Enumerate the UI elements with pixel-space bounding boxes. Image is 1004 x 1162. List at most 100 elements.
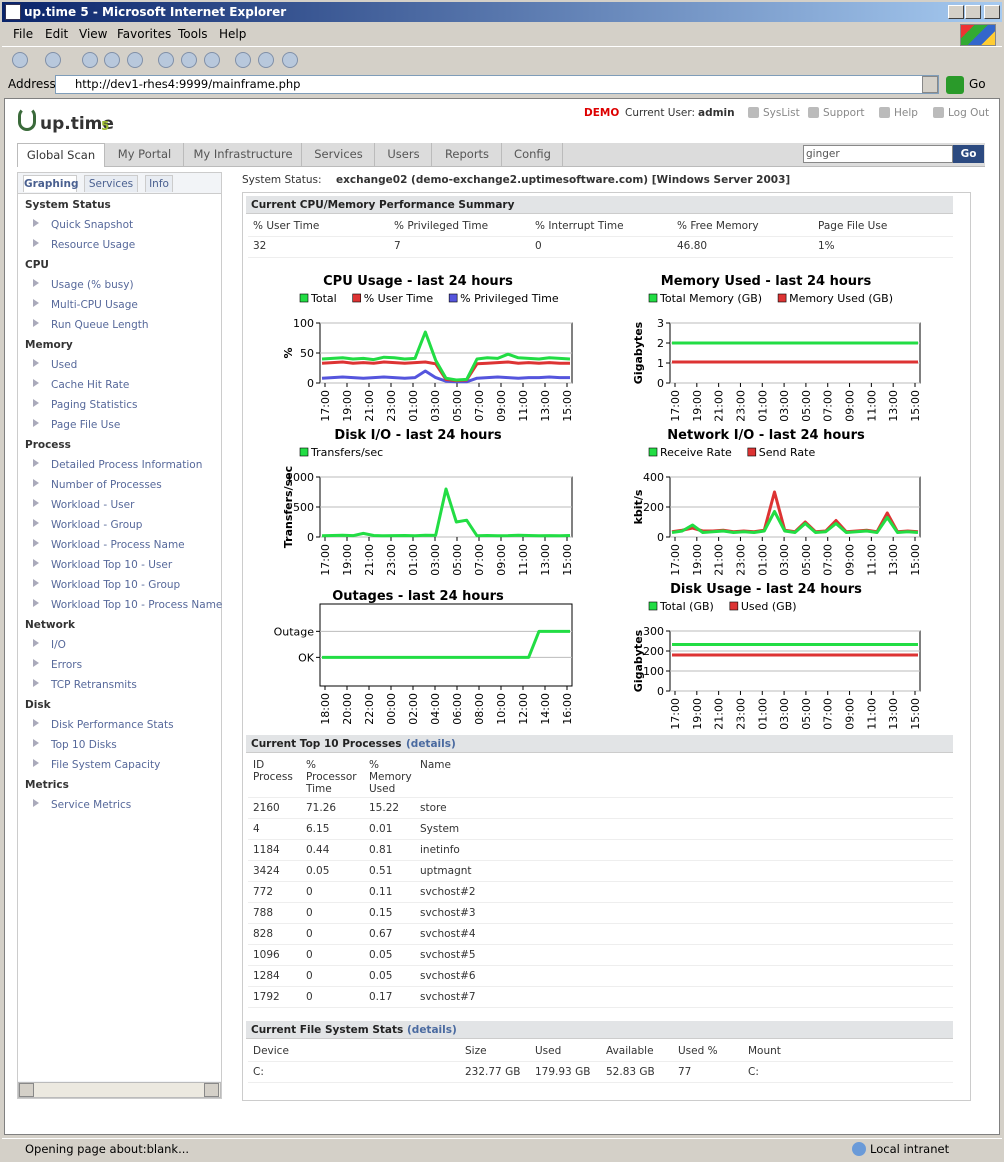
menu-arrow xyxy=(33,299,39,307)
sidebar-link[interactable]: Workload - Group xyxy=(51,519,143,531)
cell: 1284 xyxy=(253,970,280,982)
cell: 0 xyxy=(306,949,313,961)
sidebar-link[interactable]: Detailed Process Information xyxy=(51,459,203,471)
toolbar-button[interactable] xyxy=(258,52,274,68)
tab[interactable]: Global Scan xyxy=(17,143,105,167)
header-link[interactable]: Support xyxy=(823,107,865,119)
sidebar-link[interactable]: TCP Retransmits xyxy=(51,679,137,691)
menu-arrow xyxy=(33,479,39,487)
toolbar-button[interactable] xyxy=(104,52,120,68)
row-line xyxy=(248,797,953,798)
tab[interactable]: My Infrastructure xyxy=(185,143,302,167)
sidebar-link[interactable]: Run Queue Length xyxy=(51,319,149,331)
cell: 0.01 xyxy=(369,823,393,835)
row-line xyxy=(248,902,953,903)
cell: 77 xyxy=(678,1066,692,1078)
sidebar-link[interactable]: Page File Use xyxy=(51,419,121,431)
header-link[interactable]: Log Out xyxy=(948,107,990,119)
column-header: ID Process xyxy=(253,759,293,783)
logo-version: 5 xyxy=(101,119,110,133)
sidebar-link[interactable]: Cache Hit Rate xyxy=(51,379,130,391)
sidebar-link[interactable]: Service Metrics xyxy=(51,799,132,811)
sidebar-link[interactable]: Multi-CPU Usage xyxy=(51,299,138,311)
row-line xyxy=(248,1082,953,1083)
scroll-right[interactable] xyxy=(204,1083,219,1097)
sidebar-link[interactable]: Disk Performance Stats xyxy=(51,719,174,731)
sidebar-link[interactable]: Usage (% busy) xyxy=(51,279,134,291)
toolbar-button[interactable] xyxy=(12,52,28,68)
sidebar-link[interactable]: File System Capacity xyxy=(51,759,161,771)
window-button[interactable] xyxy=(965,5,981,19)
title-bar xyxy=(2,2,1002,22)
sidebar-link[interactable]: Used xyxy=(51,359,78,371)
cell: 179.93 GB xyxy=(535,1066,591,1078)
menu-arrow xyxy=(33,639,39,647)
sidebar-link[interactable]: Workload Top 10 - Group xyxy=(51,579,181,591)
menu-item[interactable]: View xyxy=(79,27,108,41)
sidebar-link[interactable]: Top 10 Disks xyxy=(51,739,117,751)
menu-item[interactable]: Tools xyxy=(178,27,208,41)
sidebar-link[interactable]: Workload Top 10 - User xyxy=(51,559,173,571)
cell: 0.67 xyxy=(369,928,393,940)
sidebar-tab[interactable]: Services xyxy=(84,175,138,192)
window-button[interactable] xyxy=(948,5,964,19)
zone-text: Local intranet xyxy=(870,1142,950,1156)
sidebar-link[interactable]: Quick Snapshot xyxy=(51,219,134,231)
sidebar-link[interactable]: Errors xyxy=(51,659,83,671)
column-header: % User Time xyxy=(253,220,320,232)
tab[interactable]: Config xyxy=(503,143,563,167)
sidebar-link[interactable]: Workload Top 10 - Process Name xyxy=(51,599,223,611)
details-link[interactable]: (details) xyxy=(407,1024,457,1036)
menu-arrow xyxy=(33,679,39,687)
details-link[interactable]: (details) xyxy=(406,738,456,750)
toolbar-button[interactable] xyxy=(127,52,143,68)
sidebar-link[interactable]: Paging Statistics xyxy=(51,399,138,411)
sidebar-tab[interactable]: Graphing xyxy=(23,175,78,192)
cell: C: xyxy=(253,1066,264,1078)
tab[interactable]: Services xyxy=(303,143,375,167)
section-bar xyxy=(246,1021,953,1039)
menu-item[interactable]: Edit xyxy=(45,27,69,41)
menu-arrow xyxy=(33,559,39,567)
status-bar xyxy=(2,1138,1002,1160)
window-button[interactable] xyxy=(984,5,1000,19)
menu-item[interactable]: File xyxy=(13,27,34,41)
cell: 7 xyxy=(394,240,401,252)
sidebar-section: Metrics xyxy=(25,779,69,791)
address-field[interactable] xyxy=(55,75,939,94)
sidebar-link[interactable]: Resource Usage xyxy=(51,239,136,251)
toolbar-button[interactable] xyxy=(158,52,174,68)
tab[interactable]: Reports xyxy=(433,143,502,167)
tab[interactable]: Users xyxy=(376,143,432,167)
toolbar-button[interactable] xyxy=(45,52,61,68)
cell: 772 xyxy=(253,886,274,898)
menu-item[interactable]: Help xyxy=(219,27,247,41)
sidebar-link[interactable]: Number of Processes xyxy=(51,479,162,491)
search-button[interactable]: Go xyxy=(953,145,984,163)
sidebar-section: Process xyxy=(25,439,71,451)
header-link[interactable]: Help xyxy=(894,107,918,119)
row-line xyxy=(248,236,953,237)
menu-item[interactable]: Favorites xyxy=(117,27,172,41)
tab[interactable]: My Portal xyxy=(106,143,184,167)
column-header: % Interrupt Time xyxy=(535,220,624,232)
sidebar-link[interactable]: I/O xyxy=(51,639,66,651)
go-button[interactable]: Go xyxy=(969,77,986,91)
sidebar-tab[interactable]: Info xyxy=(145,175,173,192)
row-line xyxy=(248,1061,953,1062)
sidebar-link[interactable]: Workload - Process Name xyxy=(51,539,185,551)
search-field[interactable] xyxy=(803,145,953,163)
row-line xyxy=(248,923,953,924)
cell: 71.26 xyxy=(306,802,337,814)
header-link[interactable]: SysList xyxy=(763,107,800,119)
cell: 1792 xyxy=(253,991,280,1003)
toolbar-button[interactable] xyxy=(181,52,197,68)
sidebar-link[interactable]: Workload - User xyxy=(51,499,135,511)
scroll-left[interactable] xyxy=(19,1083,34,1097)
cell: 0.51 xyxy=(369,865,393,877)
toolbar-button[interactable] xyxy=(82,52,98,68)
toolbar-button[interactable] xyxy=(235,52,251,68)
toolbar-button[interactable] xyxy=(282,52,298,68)
go-icon[interactable] xyxy=(946,76,964,94)
toolbar-button[interactable] xyxy=(204,52,220,68)
